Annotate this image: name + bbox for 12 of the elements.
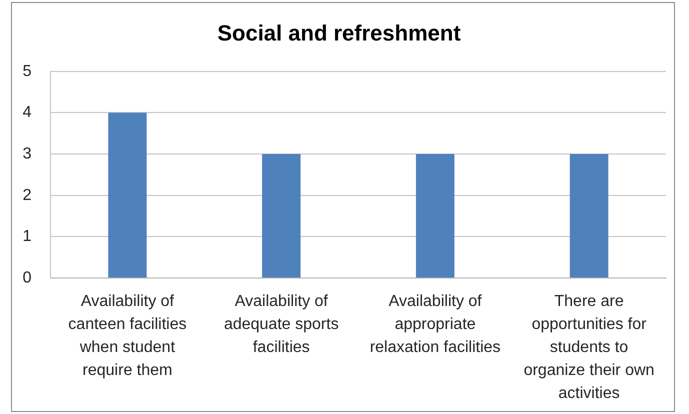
chart-frame: Social and refreshment Availability of canteen facilities when student require them Availability of adequate sports facilities Availability of appropriate relaxation facilities There are opportunities for students to organize their own activities 0 1 2 3 4 5 <box>11 2 675 412</box>
y-tick-label: 4 <box>22 104 32 122</box>
x-tick-label: Availability of canteen facilities when student require them <box>68 292 187 380</box>
x-tick-label: Availability of adequate sports facilities <box>224 292 339 356</box>
y-tick-label: 2 <box>22 186 32 204</box>
y-tick-label: 5 <box>22 62 32 80</box>
chart-title: Social and refreshment <box>217 20 462 46</box>
y-tick-label: 0 <box>22 269 32 286</box>
y-tick-label: 1 <box>22 228 32 246</box>
y-tick-label: 3 <box>22 145 32 162</box>
x-tick-label: Availability of appropriate relaxation facilities <box>370 292 501 356</box>
x-tick-label: There are opportunities for students to organize their own activities <box>524 292 654 402</box>
